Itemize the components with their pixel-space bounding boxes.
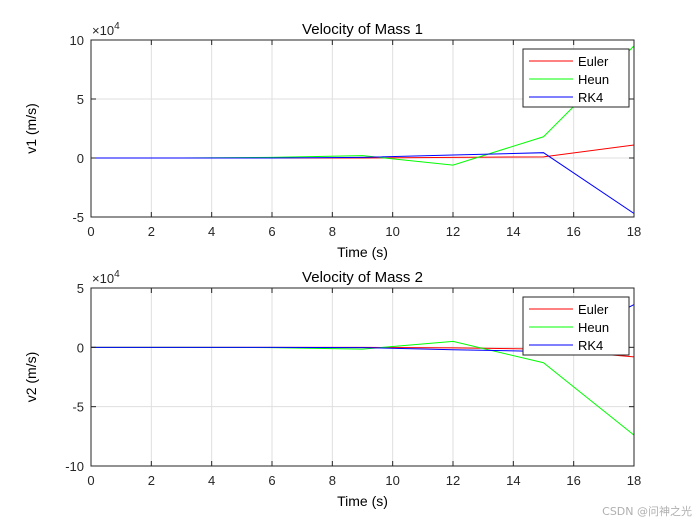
axis-exponent-label: ×104 <box>92 269 120 286</box>
x-tick-label: 4 <box>208 224 215 239</box>
chart-2: 0 2 4 6 8 10 12 14 16 18 -10 -5 0 5 ×104 Velocity of Ma… <box>23 269 641 509</box>
y-tick-label: 10 <box>70 33 84 48</box>
x-tick-label: 18 <box>627 473 641 488</box>
x-tick-label: 14 <box>506 224 520 239</box>
x-tick-label: 0 <box>87 224 94 239</box>
x-tick-label: 18 <box>627 224 641 239</box>
y-tick-label: 0 <box>77 151 84 166</box>
legend-box <box>522 48 630 108</box>
legend-label-euler: Euler <box>578 54 609 69</box>
y-tick-label: 5 <box>77 92 84 107</box>
x-tick-label: 6 <box>268 473 275 488</box>
legend: Euler Heun RK4 <box>522 296 630 356</box>
legend-label-rk4: RK4 <box>578 338 603 353</box>
y-axis-label: v1 (m/s) <box>23 103 39 154</box>
legend-label-heun: Heun <box>578 320 609 335</box>
x-tick-label: 0 <box>87 473 94 488</box>
axis-exponent-label: ×104 <box>92 21 120 38</box>
legend-label-rk4: RK4 <box>578 90 603 105</box>
x-tick-label: 16 <box>566 473 580 488</box>
y-axis-label: v2 (m/s) <box>23 352 39 403</box>
legend-label-euler: Euler <box>578 302 609 317</box>
y-tick-label: -10 <box>65 459 84 474</box>
x-axis-label: Time (s) <box>337 493 388 509</box>
x-tick-label: 8 <box>329 224 336 239</box>
x-tick-label: 14 <box>506 473 520 488</box>
x-tick-label: 12 <box>446 473 460 488</box>
x-tick-label: 2 <box>148 473 155 488</box>
x-tick-label: 16 <box>566 224 580 239</box>
y-tick-label: -5 <box>72 210 84 225</box>
y-tick-label: -5 <box>72 400 84 415</box>
y-tick-label: 5 <box>77 281 84 296</box>
chart-title: Velocity of Mass 1 <box>302 21 423 38</box>
x-tick-label: 8 <box>329 473 336 488</box>
y-tick-label: 0 <box>77 340 84 355</box>
x-tick-label: 10 <box>385 473 399 488</box>
series-line-rk4 <box>91 152 634 214</box>
x-tick-label: 12 <box>446 224 460 239</box>
x-tick-label: 4 <box>208 473 215 488</box>
axes-box <box>90 39 635 218</box>
legend: Euler Heun RK4 <box>522 48 630 108</box>
legend-box <box>522 296 630 356</box>
x-tick-label: 6 <box>268 224 275 239</box>
legend-label-heun: Heun <box>578 72 609 87</box>
axes-box <box>90 287 635 467</box>
x-tick-label: 10 <box>385 224 399 239</box>
x-axis-label: Time (s) <box>337 244 388 260</box>
x-tick-label: 2 <box>148 224 155 239</box>
chart-title: Velocity of Mass 2 <box>302 269 423 286</box>
watermark: CSDN @问神之光 <box>602 505 692 518</box>
